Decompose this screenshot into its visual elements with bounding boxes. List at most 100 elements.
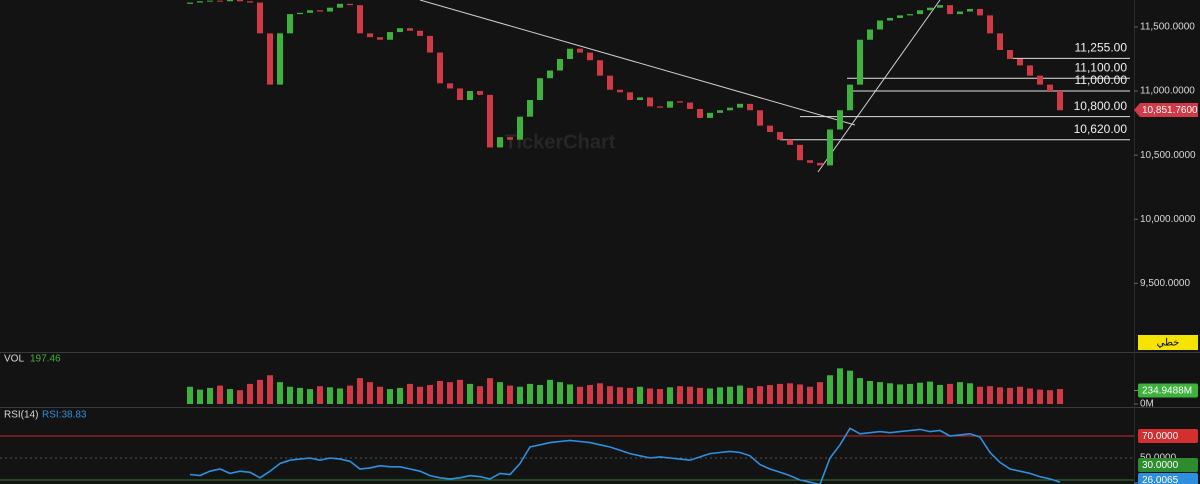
volume-bar (1027, 388, 1033, 404)
volume-bar (277, 382, 283, 404)
candle (1027, 65, 1033, 76)
candle (717, 110, 723, 113)
badge: خطي (1157, 338, 1180, 349)
volume-bar (947, 383, 953, 404)
candle (207, 0, 213, 2)
candle (967, 8, 973, 12)
volume-bar (1057, 389, 1063, 404)
candle (1057, 91, 1063, 111)
candle (347, 3, 353, 6)
volume-bar (217, 385, 223, 404)
volume-bar (247, 383, 253, 404)
candle (487, 94, 493, 148)
volume-bar (847, 370, 853, 404)
volume-bar (317, 386, 323, 404)
volume-bar (857, 378, 863, 404)
volume-bar (557, 382, 563, 404)
candle (1017, 58, 1023, 66)
volume-bar (377, 386, 383, 404)
candle (287, 14, 293, 34)
volume-bar (657, 389, 663, 404)
volume-bar (807, 386, 813, 404)
volume-bar (677, 386, 683, 404)
candle (707, 112, 713, 118)
volume-bar (1007, 387, 1013, 404)
candle (1047, 84, 1053, 92)
rsi-panel: RSI(14) RSI:38.83 (0, 410, 1134, 484)
volume-bar (877, 382, 883, 404)
watermark: TickerChart (505, 131, 616, 153)
candle (227, 0, 233, 2)
candle (837, 110, 843, 130)
volume-bar (287, 386, 293, 404)
y-tick-label: 70.0000 (1142, 431, 1179, 442)
candle (677, 101, 683, 103)
last-price-tag-bg (1134, 103, 1198, 118)
rsi-line (189, 427, 1061, 484)
candle (757, 110, 763, 126)
last-rsi-tag: 26.0065 (1142, 475, 1179, 484)
volume-bar (747, 387, 753, 404)
last-rsi-tag-bg (1138, 473, 1198, 484)
candle (337, 3, 343, 8)
candle (637, 97, 643, 100)
volume-bar (987, 386, 993, 404)
volume-bar (597, 383, 603, 404)
volume-bar (397, 387, 403, 404)
level-label: 10,620.00 (1074, 122, 1128, 136)
candle (247, 1, 253, 3)
panel-subtitle: RSI:38.83 (42, 410, 87, 421)
candle (927, 7, 933, 11)
volume-bar (507, 385, 513, 404)
volume-bar (917, 382, 923, 404)
panel-title: RSI(14) (4, 410, 38, 421)
candle (417, 30, 423, 36)
volume-bar (187, 386, 193, 404)
volume-bar (427, 385, 433, 404)
volume-bar (207, 387, 213, 404)
volume-bar (787, 383, 793, 404)
volume-bar (327, 387, 333, 404)
rsi-clip (189, 427, 1061, 484)
candle (1037, 75, 1043, 85)
volume-bar (697, 387, 703, 404)
last-price-tag: 10,851.7600 (1142, 105, 1198, 116)
volume-bar (467, 383, 473, 404)
candle (947, 5, 953, 15)
volume-bar (827, 375, 833, 404)
candle (617, 89, 623, 93)
candle (327, 7, 333, 12)
level-label: 10,800.00 (1074, 99, 1128, 113)
y-tick-label: 11,500.0000 (1140, 22, 1195, 33)
candle (787, 139, 793, 145)
volume-bar (647, 388, 653, 404)
volume-bar (437, 381, 443, 404)
candle (467, 91, 473, 100)
candle (747, 103, 753, 111)
volume-bar (777, 383, 783, 404)
candle (897, 15, 903, 18)
candle (767, 125, 773, 133)
candle (907, 14, 913, 16)
volume-bar (967, 383, 973, 404)
volume-bar (957, 382, 963, 404)
candle (667, 101, 673, 108)
panel-subtitle: 197.46 (30, 354, 61, 365)
volume-bar (537, 385, 543, 404)
candle (457, 88, 463, 100)
candle (977, 8, 983, 16)
volume-bar (937, 385, 943, 404)
volume-bar (527, 383, 533, 404)
candle (257, 2, 263, 34)
volume-bar (347, 385, 353, 404)
volume-bar (727, 386, 733, 404)
candle (307, 10, 313, 13)
candle (187, 2, 193, 4)
candle (367, 33, 373, 38)
candle (397, 28, 403, 33)
volume-bar (457, 379, 463, 404)
volume-bar (547, 379, 553, 404)
volume-bar (337, 388, 343, 404)
candle (557, 58, 563, 71)
candle (687, 102, 693, 109)
